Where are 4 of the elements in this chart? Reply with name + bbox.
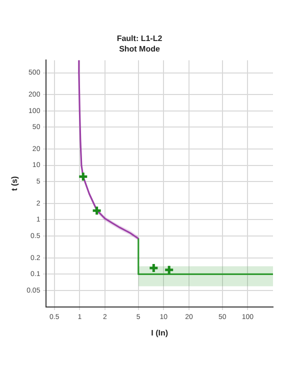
y-axis-title: t (s)	[10, 176, 20, 191]
chart-subtitle: Shot Mode	[119, 44, 160, 54]
x-axis-title: I (In)	[151, 328, 168, 338]
chart-title: Fault: L1-L2	[116, 34, 163, 44]
